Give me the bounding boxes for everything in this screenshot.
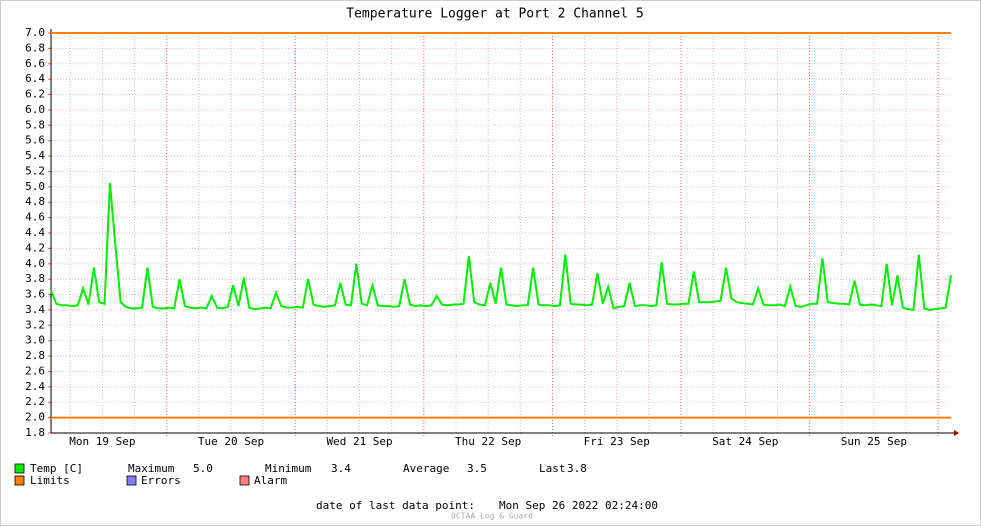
y-tick-label: 6.2: [25, 88, 45, 101]
stat-name: Last: [539, 462, 566, 475]
chart-title: Temperature Logger at Port 2 Channel 5: [346, 7, 643, 22]
temperature-line: [50, 182, 952, 312]
y-tick-label: 3.6: [25, 288, 45, 301]
legend-swatch: [14, 475, 25, 486]
y-tick-label: 2.4: [25, 380, 45, 393]
legend-swatch: [14, 463, 25, 474]
y-tick-label: 7.0: [25, 26, 45, 39]
y-tick-label: 2.6: [25, 364, 45, 377]
x-axis-arrow: [954, 430, 959, 436]
legend-swatch: [239, 475, 250, 486]
footer-label: date of last data point:: [316, 499, 475, 512]
y-tick-label: 3.8: [25, 272, 45, 285]
y-tick-label: 5.4: [25, 149, 45, 162]
x-tick-label: Sat 24 Sep: [712, 435, 778, 448]
y-tick-label: 6.6: [25, 57, 45, 70]
y-tick-label: 3.0: [25, 334, 45, 347]
y-tick-label: 6.8: [25, 41, 45, 54]
legend-label: Errors: [141, 474, 181, 487]
stat-name: Maximum: [128, 462, 175, 475]
y-tick-label: 4.4: [25, 226, 45, 239]
y-tick-label: 5.2: [25, 164, 45, 177]
legend-label: Limits: [30, 474, 70, 487]
y-tick-label: 6.4: [25, 72, 45, 85]
stat-name: Minimum: [265, 462, 312, 475]
y-tick-label: 2.0: [25, 411, 45, 424]
y-tick-label: 5.0: [25, 180, 45, 193]
y-tick-label: 4.2: [25, 241, 45, 254]
stat-value: 3.8: [567, 462, 587, 475]
y-tick-label: 1.8: [25, 426, 45, 439]
y-tick-label: 4.8: [25, 195, 45, 208]
y-tick-label: 2.8: [25, 349, 45, 362]
x-tick-label: Mon 19 Sep: [69, 435, 135, 448]
y-tick-label: 5.8: [25, 118, 45, 131]
footer-value: Mon Sep 26 2022 02:24:00: [499, 499, 658, 512]
legend-label: Alarm: [254, 474, 287, 487]
y-tick-label: 3.2: [25, 318, 45, 331]
y-tick-label: 6.0: [25, 103, 45, 116]
legend-swatch: [126, 475, 137, 486]
x-tick-label: Wed 21 Sep: [326, 435, 392, 448]
x-tick-label: Tue 20 Sep: [198, 435, 264, 448]
stat-name: Average: [403, 462, 449, 475]
watermark: OCTAA Log & Guard: [451, 512, 533, 521]
y-tick-label: 4.6: [25, 211, 45, 224]
legend-label: Temp [C]: [30, 462, 83, 475]
x-tick-label: Fri 23 Sep: [584, 435, 650, 448]
stat-value: 3.5: [467, 462, 487, 475]
y-tick-label: 2.2: [25, 395, 45, 408]
y-tick-label: 5.6: [25, 134, 45, 147]
y-tick-label: 4.0: [25, 257, 45, 270]
y-tick-label: 3.4: [25, 303, 45, 316]
x-tick-label: Sun 25 Sep: [841, 435, 907, 448]
stat-value: 5.0: [193, 462, 213, 475]
x-tick-label: Thu 22 Sep: [455, 435, 521, 448]
stat-value: 3.4: [331, 462, 351, 475]
